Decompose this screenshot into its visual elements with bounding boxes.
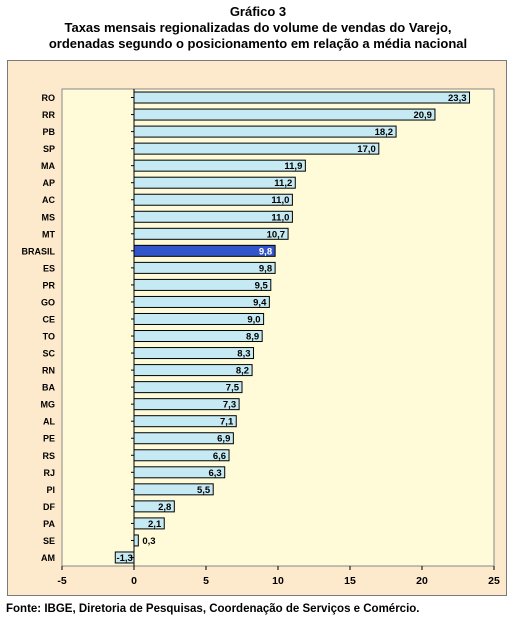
category-label-go: GO <box>41 297 55 307</box>
bar-to <box>133 330 263 343</box>
bar-rr <box>133 108 436 121</box>
bar-ro <box>133 91 471 104</box>
bar-ce <box>133 312 265 325</box>
value-label-mg: 7,3 <box>223 400 236 411</box>
category-label-mg: MG <box>41 400 56 410</box>
value-label-rj: 6,3 <box>209 468 222 479</box>
bar-pb <box>133 125 397 138</box>
category-label-rj: RJ <box>43 468 55 478</box>
value-label-rr: 20,9 <box>413 110 432 121</box>
bar-mt <box>133 227 289 240</box>
x-tick-label: 0 <box>131 575 137 587</box>
value-label-rn: 8,2 <box>236 366 249 377</box>
value-label-am: -1,3 <box>116 553 132 564</box>
value-label-al: 7,1 <box>220 417 234 428</box>
bar-es <box>133 261 276 274</box>
bar-rn <box>133 364 253 377</box>
category-label-rn: RN <box>42 366 55 376</box>
value-label-rs: 6,6 <box>213 451 226 462</box>
category-label-pb: PB <box>42 127 55 137</box>
bar-ap <box>133 176 296 189</box>
value-label-to: 8,9 <box>246 332 259 343</box>
category-label-df: DF <box>43 502 55 512</box>
category-label-pe: PE <box>43 434 55 444</box>
value-label-ce: 9,0 <box>247 314 260 325</box>
value-label-ba: 7,5 <box>226 383 240 394</box>
x-tick-label: 25 <box>488 575 500 587</box>
value-label-ap: 11,2 <box>274 178 292 189</box>
value-label-ac: 11,0 <box>271 195 289 206</box>
category-label-ma: MA <box>41 161 55 171</box>
value-label-brasil: 9,8 <box>259 246 272 257</box>
value-label-go: 9,4 <box>253 297 267 308</box>
category-label-to: TO <box>43 332 55 342</box>
value-label-ma: 11,9 <box>284 161 302 172</box>
chart-title-line3: ordenadas segundo o posicionamento em re… <box>48 36 468 51</box>
value-label-mt: 10,7 <box>267 229 286 240</box>
category-label-pi: PI <box>46 485 55 495</box>
value-label-pb: 18,2 <box>375 127 394 138</box>
category-label-pr: PR <box>42 280 55 290</box>
category-label-al: AL <box>43 417 55 427</box>
category-label-sp: SP <box>43 144 55 154</box>
category-label-rr: RR <box>42 110 55 120</box>
category-label-se: SE <box>43 536 55 546</box>
chart-title-line2: Taxas mensais regionalizadas do volume d… <box>64 20 452 35</box>
category-label-brasil: BRASIL <box>22 246 56 256</box>
value-label-sp: 17,0 <box>357 144 376 155</box>
bar-sp <box>133 142 380 155</box>
x-tick-label: -5 <box>57 575 66 587</box>
value-label-sc: 8,3 <box>237 349 250 360</box>
bar-pr <box>133 278 272 291</box>
category-label-mt: MT <box>42 229 55 239</box>
value-label-ro: 23,3 <box>448 93 467 104</box>
value-label-pe: 6,9 <box>217 434 230 445</box>
bar-brasil <box>133 244 276 257</box>
value-label-se: 0,3 <box>142 536 155 547</box>
bar-ms <box>133 210 293 223</box>
category-label-ac: AC <box>42 195 55 205</box>
value-label-df: 2,8 <box>158 502 171 513</box>
value-label-es: 9,8 <box>259 263 272 274</box>
x-tick-label: 10 <box>272 575 284 587</box>
category-label-ce: CE <box>42 314 55 324</box>
category-label-ms: MS <box>42 212 56 222</box>
category-label-ap: AP <box>42 178 55 188</box>
value-label-pi: 5,5 <box>197 485 211 496</box>
value-label-ms: 11,0 <box>271 212 289 223</box>
source-note: Fonte: IBGE, Diretoria de Pesquisas, Coo… <box>6 603 420 615</box>
bar-sc <box>133 347 255 360</box>
category-label-es: ES <box>43 263 55 273</box>
bar-se <box>133 534 139 547</box>
category-label-rs: RS <box>42 451 55 461</box>
x-tick-label: 5 <box>203 575 209 587</box>
category-label-ro: RO <box>42 93 56 103</box>
bar-ac <box>133 193 293 206</box>
category-label-sc: SC <box>42 349 55 359</box>
category-label-am: AM <box>41 553 55 563</box>
category-label-pa: PA <box>43 519 55 529</box>
chart-title-block: Gráfico 3 Taxas mensais regionalizadas d… <box>0 4 516 52</box>
x-tick-label: 20 <box>416 575 428 587</box>
value-label-pr: 9,5 <box>255 280 269 291</box>
value-label-pa: 2,1 <box>148 519 162 530</box>
chart-title-line1: Gráfico 3 <box>229 4 287 19</box>
category-label-ba: BA <box>42 383 55 393</box>
x-tick-label: 15 <box>344 575 356 587</box>
bar-go <box>133 295 270 308</box>
bar-ma <box>133 159 306 172</box>
